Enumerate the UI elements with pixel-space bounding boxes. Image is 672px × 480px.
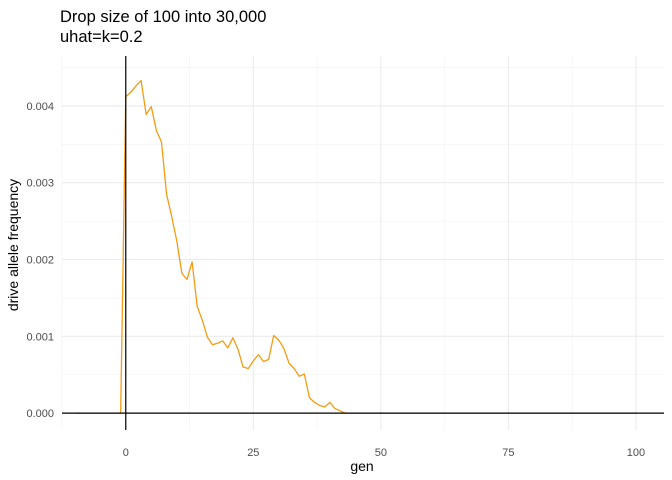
x-tick-label: 0 — [123, 447, 129, 459]
y-tick-label: 0.001 — [26, 331, 54, 343]
y-axis-ticks: 0.000 0.001 0.002 0.003 0.004 — [26, 101, 54, 420]
y-axis-title: drive allele frequency — [5, 179, 21, 311]
x-tick-label: 75 — [502, 447, 514, 459]
series-line — [74, 79, 636, 414]
x-tick-label: 25 — [247, 447, 259, 459]
y-tick-label: 0.004 — [26, 101, 54, 113]
y-tick-label: 0.000 — [26, 408, 54, 420]
chart-title: Drop size of 100 into 30,000 — [60, 8, 266, 26]
x-tick-label: 100 — [627, 447, 645, 459]
y-tick-label: 0.003 — [26, 178, 54, 190]
x-axis-ticks: 0 25 50 75 100 — [123, 447, 645, 459]
series-layer — [74, 79, 636, 414]
reference-lines — [62, 56, 664, 430]
chart-subtitle: uhat=k=0.2 — [60, 28, 143, 46]
x-tick-label: 50 — [375, 447, 387, 459]
x-axis-title: gen — [350, 458, 373, 474]
y-tick-label: 0.002 — [26, 255, 54, 267]
